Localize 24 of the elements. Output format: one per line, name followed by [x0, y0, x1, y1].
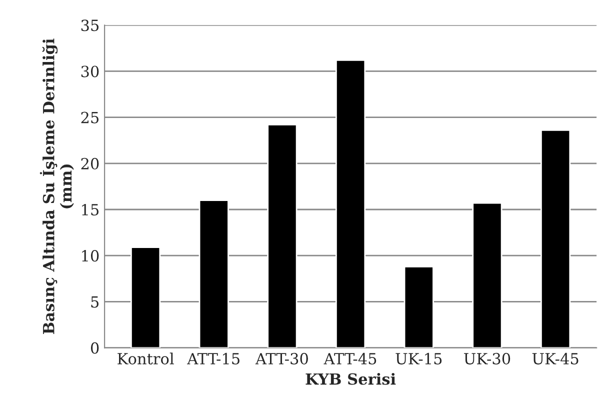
bar	[540, 130, 571, 348]
bar	[267, 124, 298, 348]
y-tick-label: 35	[81, 20, 99, 32]
y-tick-label: 20	[81, 158, 99, 170]
x-tick-label: ATT-15	[187, 352, 240, 364]
bar	[472, 202, 502, 348]
y-tick-label: 25	[81, 112, 99, 124]
y-tick-label: 30	[81, 66, 99, 78]
bar	[130, 246, 161, 348]
x-tick-label: Kontrol	[118, 352, 174, 364]
bar	[336, 59, 366, 348]
x-tick-label: UK-45	[532, 352, 578, 364]
bar	[404, 266, 434, 348]
x-tick-label: UK-30	[464, 352, 510, 364]
y-tick-label: 0	[90, 342, 99, 354]
y-tick-label: 10	[82, 250, 99, 262]
bar	[198, 200, 229, 348]
x-tick-label: UK-15	[396, 352, 442, 364]
x-axis-title: KYB Serisi	[306, 372, 396, 385]
y-axis-title: Basınç Altında Su İşleme Derinliği (mm)	[40, 38, 74, 334]
x-tick-label: ATT-45	[324, 352, 376, 364]
y-tick-label: 5	[91, 296, 99, 308]
y-tick-label: 15	[82, 204, 99, 216]
x-tick-label: ATT-30	[255, 352, 308, 364]
